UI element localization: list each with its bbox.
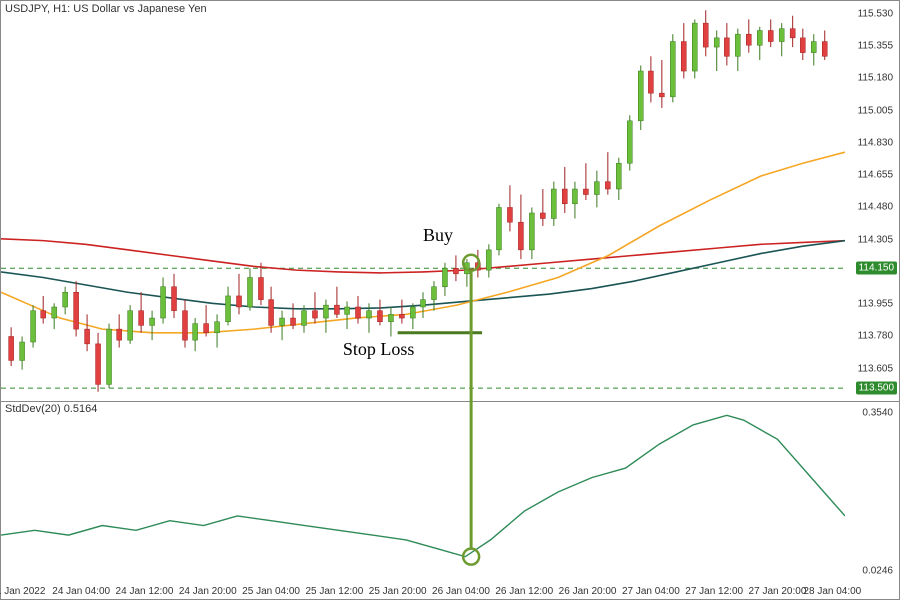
price-ytick: 114.830 xyxy=(858,137,893,148)
xaxis-tick: 26 Jan 12:00 xyxy=(495,586,553,597)
price-ytick: 114.480 xyxy=(858,202,893,213)
price-ytick: 115.005 xyxy=(858,105,893,116)
price-ytick: 113.780 xyxy=(858,331,893,342)
xaxis-tick: 27 Jan 20:00 xyxy=(749,586,807,597)
xaxis-tick: 27 Jan 04:00 xyxy=(622,586,680,597)
chart-title: USDJPY, H1: US Dollar vs Japanese Yen xyxy=(5,3,207,15)
xaxis-tick: 26 Jan 20:00 xyxy=(559,586,617,597)
indicator-ytick: 0.0246 xyxy=(862,566,893,577)
price-level-tag: 114.150 xyxy=(856,262,897,275)
price-panel: USDJPY, H1: US Dollar vs Japanese Yen 11… xyxy=(1,1,899,402)
price-ytick: 113.955 xyxy=(858,299,893,310)
price-ytick: 113.605 xyxy=(858,363,893,374)
indicator-title: StdDev(20) 0.5164 xyxy=(5,403,97,415)
xaxis-tick: 24 Jan 12:00 xyxy=(116,586,174,597)
annotation-buy: Buy xyxy=(423,225,453,246)
xaxis-tick: 27 Jan 12:00 xyxy=(685,586,743,597)
annotation-stoploss: Stop Loss xyxy=(343,339,415,360)
price-plot-svg xyxy=(1,1,845,401)
xaxis-tick: 21 Jan 2022 xyxy=(0,586,45,597)
price-level-tag: 113.500 xyxy=(856,382,897,395)
xaxis-tick: 28 Jan 04:00 xyxy=(803,586,861,597)
price-ytick: 115.530 xyxy=(858,8,893,19)
price-ytick: 114.305 xyxy=(858,234,893,245)
price-ytick: 114.655 xyxy=(858,170,893,181)
price-ytick: 115.355 xyxy=(858,41,893,52)
xaxis-tick: 25 Jan 20:00 xyxy=(369,586,427,597)
indicator-ytick: 0.3540 xyxy=(862,408,893,419)
forex-chart: USDJPY, H1: US Dollar vs Japanese Yen 11… xyxy=(0,0,900,600)
xaxis-tick: 25 Jan 12:00 xyxy=(305,586,363,597)
xaxis-tick: 24 Jan 04:00 xyxy=(52,586,110,597)
chart-xaxis: 21 Jan 2022 24 Jan 04:00 24 Jan 12:00 24 Ja… xyxy=(1,581,899,599)
xaxis-tick: 25 Jan 04:00 xyxy=(242,586,300,597)
indicator-plot-svg xyxy=(1,401,845,583)
indicator-panel: StdDev(20) 0.5164 0.0246 0.3540 xyxy=(1,401,899,581)
price-ytick: 115.180 xyxy=(858,73,893,84)
xaxis-tick: 24 Jan 20:00 xyxy=(179,586,237,597)
xaxis-tick: 26 Jan 04:00 xyxy=(432,586,490,597)
